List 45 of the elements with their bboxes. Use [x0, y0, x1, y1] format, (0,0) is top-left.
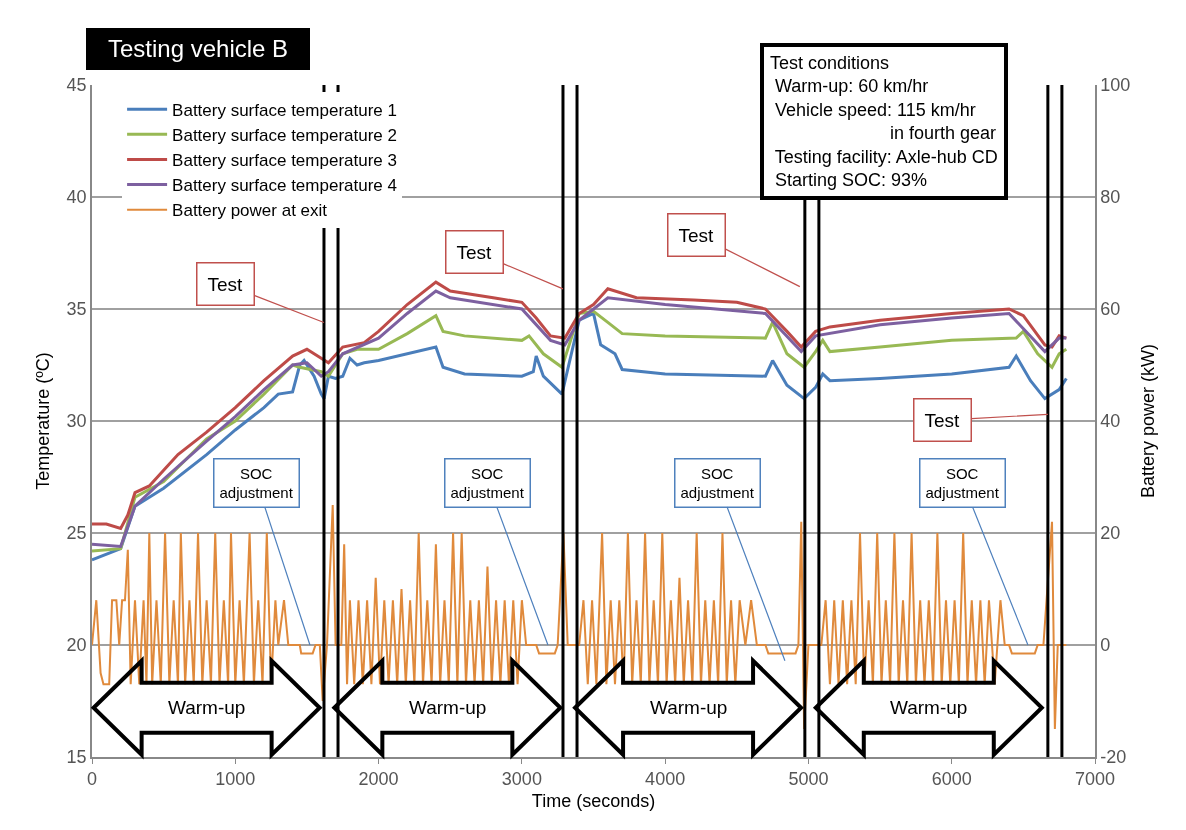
- annotation: Warm-up: [650, 697, 728, 718]
- y-tick-label: 45: [66, 75, 87, 96]
- x-tick-label: 7000: [1074, 769, 1116, 790]
- y2-axis-title: Battery power (kW): [1138, 343, 1158, 499]
- y-tick-label: 35: [66, 299, 87, 320]
- y-tick-label: 30: [66, 411, 87, 432]
- y2-tick-label: 0: [1100, 635, 1111, 656]
- legend-label: Battery surface temperature 1: [172, 100, 397, 120]
- y-tick-label: 40: [66, 187, 87, 208]
- annotation: SOC adjustment: [450, 464, 525, 501]
- x-tick-label: 0: [86, 769, 98, 790]
- y2-tick-label: 60: [1100, 299, 1121, 320]
- y-axis-title: Temperature (ºC): [33, 352, 54, 490]
- x-tick-label: 1000: [215, 769, 256, 790]
- legend-label: Battery power at exit: [172, 201, 328, 221]
- annotation: Warm-up: [890, 697, 968, 718]
- x-tick-label: 2000: [358, 769, 399, 790]
- y2-tick-label: 40: [1100, 411, 1121, 432]
- line-series: [92, 504, 1068, 730]
- y-tick-label: 15: [66, 747, 87, 768]
- annotation: SOC adjustment: [219, 464, 294, 501]
- annotation: SOC adjustment: [680, 464, 755, 501]
- x-tick-label: 3000: [501, 769, 542, 790]
- y-tick-label: 25: [66, 523, 87, 544]
- y-tick-label: 20: [66, 635, 87, 656]
- annotation: Warm-up: [168, 697, 246, 718]
- legend-label: Battery surface temperature 4: [172, 176, 397, 196]
- y2-tick-label: 20: [1100, 523, 1121, 544]
- annotation: Test: [456, 241, 493, 263]
- annotation: Test: [207, 273, 244, 295]
- y2-tick-label: -20: [1100, 747, 1127, 768]
- chart-title: Testing vehicle B: [86, 28, 311, 70]
- annotation: Test conditions Warm-up: 60 km/hr Vehicle speed: 115 km/hr in fourth gear Testing facility: Axle-hub CD Starting SOC: 93%: [770, 53, 998, 190]
- annotation: Test: [924, 409, 961, 431]
- x-tick-label: 6000: [931, 769, 972, 790]
- annotation: Test: [678, 224, 715, 246]
- legend-label: Battery surface temperature 3: [172, 151, 397, 171]
- annotation: SOC adjustment: [925, 464, 1000, 501]
- y2-tick-label: 80: [1100, 187, 1121, 208]
- x-axis-title: Time (seconds): [531, 790, 656, 811]
- legend-label: Battery surface temperature 2: [172, 126, 397, 145]
- x-tick-label: 5000: [788, 769, 829, 790]
- x-tick-label: 4000: [645, 769, 686, 790]
- y2-tick-label: 100: [1100, 75, 1131, 96]
- annotation: Warm-up: [409, 697, 487, 718]
